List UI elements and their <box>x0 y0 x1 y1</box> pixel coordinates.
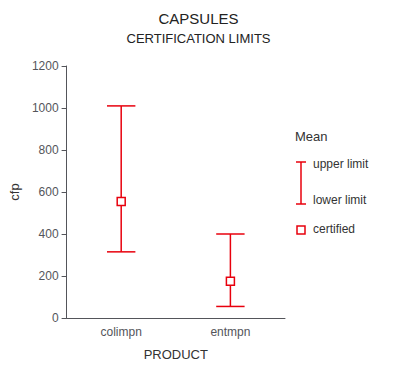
svg-text:entmpn: entmpn <box>210 325 250 339</box>
svg-text:1000: 1000 <box>32 101 59 115</box>
svg-text:upper limit: upper limit <box>313 157 369 171</box>
svg-text:certified: certified <box>313 222 355 236</box>
svg-text:CAPSULES: CAPSULES <box>158 10 238 27</box>
svg-text:lower limit: lower limit <box>313 193 367 207</box>
svg-text:600: 600 <box>39 185 59 199</box>
svg-text:1200: 1200 <box>32 59 59 73</box>
svg-text:colimpn: colimpn <box>101 325 142 339</box>
svg-text:400: 400 <box>39 227 59 241</box>
svg-text:PRODUCT: PRODUCT <box>144 347 208 362</box>
svg-text:CERTIFICATION LIMITS: CERTIFICATION LIMITS <box>127 31 271 46</box>
svg-text:200: 200 <box>39 269 59 283</box>
svg-text:cfp: cfp <box>7 183 22 200</box>
svg-text:800: 800 <box>39 143 59 157</box>
svg-text:Mean: Mean <box>295 129 328 144</box>
svg-text:0: 0 <box>52 311 59 325</box>
